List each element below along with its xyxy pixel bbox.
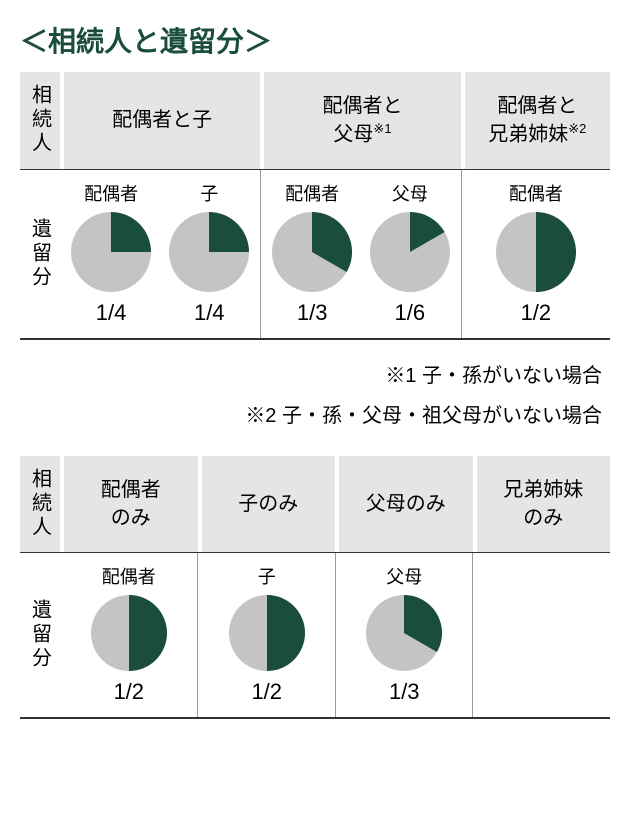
footnote: ※1 子・孫がいない場合 <box>20 356 602 396</box>
pie-item: 父母 1/6 <box>370 180 450 326</box>
pie-fraction: 1/2 <box>113 679 144 705</box>
pie-chart <box>370 212 450 292</box>
pie-fraction: 1/2 <box>251 679 282 705</box>
content-cell <box>472 553 610 717</box>
pie-fraction: 1/3 <box>297 300 328 326</box>
pie-label: 子 <box>200 180 218 206</box>
pie-item: 配偶者 1/3 <box>272 180 352 326</box>
pie-label: 父母 <box>386 563 422 589</box>
pie-item: 配偶者 1/4 <box>71 180 151 326</box>
content-cell: 子 1/2 <box>197 553 335 717</box>
pie-fraction: 1/3 <box>389 679 420 705</box>
pie-chart <box>496 212 576 292</box>
pie-label: 子 <box>258 563 276 589</box>
pie-label: 配偶者 <box>84 180 138 206</box>
pie-fraction: 1/2 <box>521 300 552 326</box>
header-cell: 子のみ <box>202 456 336 552</box>
header-cell: 配偶者のみ <box>64 456 198 552</box>
header-cell: 兄弟姉妹のみ <box>477 456 611 552</box>
row-label-share: 遺留分 <box>20 170 60 338</box>
header-cell: 配偶者と兄弟姉妹※2 <box>465 72 610 169</box>
section-1: 相続人配偶者と子配偶者と父母※1配偶者と兄弟姉妹※2遺留分配偶者1/4子1/4配… <box>20 72 610 340</box>
pie-item: 父母 1/3 <box>366 563 442 705</box>
pie-chart <box>169 212 249 292</box>
pie-fraction: 1/6 <box>395 300 426 326</box>
header-cell: 父母のみ <box>339 456 473 552</box>
pie-label: 配偶者 <box>102 563 156 589</box>
content-cell: 配偶者 1/3 父母 1/6 <box>260 170 460 338</box>
pie-item: 子 1/4 <box>169 180 249 326</box>
pie-chart <box>272 212 352 292</box>
header-cell: 配偶者と子 <box>64 72 260 169</box>
pie-item: 配偶者 1/2 <box>91 563 167 705</box>
row-label-heirs: 相続人 <box>20 456 60 552</box>
section-2: 相続人配偶者のみ子のみ父母のみ兄弟姉妹のみ遺留分配偶者1/2子1/2父母1/3 <box>20 456 610 719</box>
pie-chart <box>229 595 305 671</box>
header-row: 相続人配偶者のみ子のみ父母のみ兄弟姉妹のみ <box>20 456 610 553</box>
header-cell: 配偶者と父母※1 <box>264 72 460 169</box>
footnotes: ※1 子・孫がいない場合※2 子・孫・父母・祖父母がいない場合 <box>20 356 602 436</box>
header-row: 相続人配偶者と子配偶者と父母※1配偶者と兄弟姉妹※2 <box>20 72 610 170</box>
pie-label: 配偶者 <box>285 180 339 206</box>
pie-label: 父母 <box>392 180 428 206</box>
pie-chart <box>366 595 442 671</box>
pie-item: 子 1/2 <box>229 563 305 705</box>
content-cell: 父母 1/3 <box>335 553 473 717</box>
pie-item: 配偶者 1/2 <box>496 180 576 326</box>
pie-fraction: 1/4 <box>194 300 225 326</box>
pie-chart <box>91 595 167 671</box>
row-label-heirs: 相続人 <box>20 72 60 169</box>
pie-label: 配偶者 <box>509 180 563 206</box>
content-cell: 配偶者 1/2 <box>461 170 610 338</box>
content-cell: 配偶者 1/2 <box>60 553 197 717</box>
content-cell: 配偶者 1/4 子 1/4 <box>60 170 260 338</box>
page-title: ＜相続人と遺留分＞ <box>20 20 610 60</box>
content-row: 遺留分配偶者1/4子1/4配偶者1/3父母1/6配偶者1/2 <box>20 170 610 340</box>
pie-chart <box>71 212 151 292</box>
row-label-share: 遺留分 <box>20 553 60 717</box>
content-row: 遺留分 配偶者 1/2 子 1/2 父母 1/3 <box>20 553 610 719</box>
footnote: ※2 子・孫・父母・祖父母がいない場合 <box>20 396 602 436</box>
pie-fraction: 1/4 <box>96 300 127 326</box>
